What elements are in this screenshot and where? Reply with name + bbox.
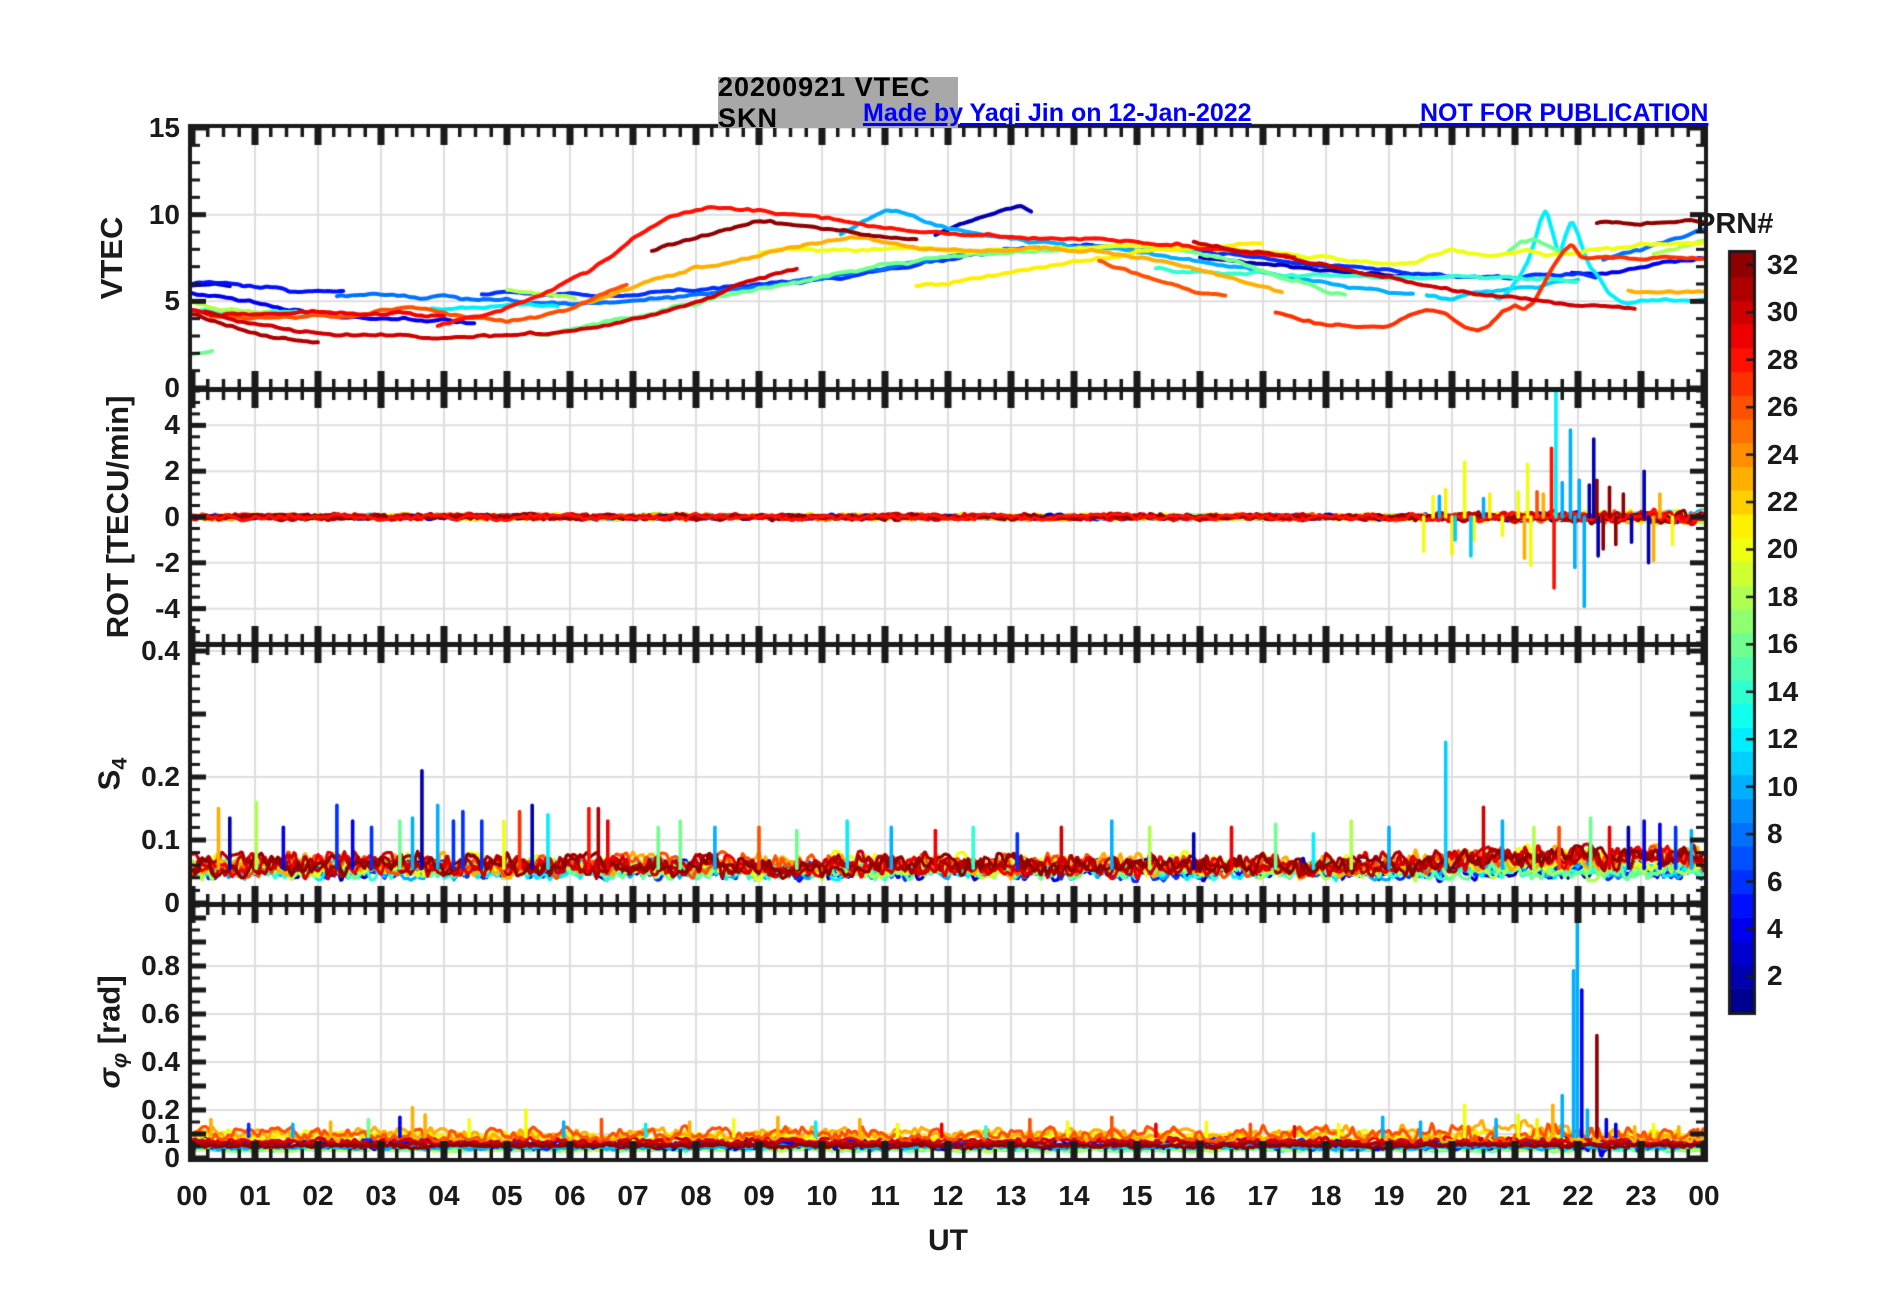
colorbar-tick-label: 4 [1767, 912, 1783, 944]
y-tick-label-vtec: 0 [164, 372, 180, 403]
x-tick-label: 05 [491, 1180, 523, 1211]
x-tick-label: 22 [1562, 1180, 1594, 1211]
not-for-publication-note: NOT FOR PUBLICATION [1420, 99, 1709, 127]
y-tick-label-rot: 4 [164, 409, 180, 441]
y-tick-label-sigma_phi: 0.4 [141, 1046, 180, 1077]
colorbar-tick-label: 30 [1767, 296, 1799, 328]
x-tick-label: 11 [870, 1180, 900, 1211]
x-tick-label: 23 [1625, 1180, 1657, 1211]
x-tick-label: 01 [239, 1180, 271, 1211]
colorbar-tick-label: 14 [1767, 675, 1799, 707]
x-tick-label: 08 [680, 1180, 712, 1211]
colorbar-tick-label: 24 [1767, 438, 1799, 470]
y-tick-label-vtec: 10 [148, 198, 180, 230]
y-tick-label-rot: 2 [164, 455, 180, 487]
made-by-note: Made by Yaqi Jin on 12-Jan-2022 [863, 99, 1252, 127]
colorbar-tick-label: 20 [1767, 533, 1799, 565]
y-tick-label-sigma_phi: 0.6 [141, 998, 180, 1029]
colorbar-tick-label: 8 [1767, 818, 1783, 850]
x-tick-label: 09 [743, 1180, 775, 1211]
x-tick-label: 07 [617, 1180, 649, 1211]
y-tick-label-sigma_phi: 0 [164, 1142, 180, 1173]
x-tick-label: 17 [1247, 1180, 1279, 1211]
x-tick-label: 19 [1373, 1180, 1405, 1211]
x-tick-label: 15 [1121, 1180, 1153, 1211]
y-tick-label-s4: 0.4 [141, 635, 180, 667]
y-tick-label-vtec: 15 [148, 112, 180, 143]
y-tick-label-vtec: 5 [164, 285, 180, 317]
x-tick-label: 00 [1688, 1180, 1720, 1211]
colorbar-tick-label: 22 [1767, 486, 1799, 518]
x-tick-label: 03 [365, 1180, 397, 1211]
x-tick-label: 18 [1310, 1180, 1342, 1211]
x-tick-label: 21 [1499, 1180, 1531, 1211]
x-tick-label: 04 [428, 1180, 460, 1211]
y-tick-label-s4: 0.2 [141, 761, 180, 793]
x-tick-label: 02 [302, 1180, 334, 1211]
x-tick-label: 16 [1184, 1180, 1216, 1211]
y-tick-label-rot: -4 [155, 592, 180, 624]
y-tick-label-sigma_phi: 0.1 [141, 1118, 180, 1149]
colorbar-tick-label: 26 [1767, 391, 1799, 423]
colorbar-tick-label: 32 [1767, 248, 1799, 280]
x-tick-label: 00 [176, 1180, 208, 1211]
y-tick-label-sigma_phi: 0.8 [141, 950, 180, 981]
x-tick-label: 14 [1058, 1180, 1090, 1211]
y-tick-label-s4: 0 [164, 887, 180, 918]
x-tick-label: 06 [554, 1180, 586, 1211]
x-tick-label: 13 [995, 1180, 1027, 1211]
chart-title: 20200921 VTEC SKN [718, 71, 931, 133]
colorbar-tick-label: 28 [1767, 343, 1799, 375]
colorbar-tick-label: 12 [1767, 723, 1799, 755]
colorbar-tick-label: 10 [1767, 770, 1799, 802]
y-tick-label-sigma_phi: 0.2 [141, 1094, 180, 1125]
colorbar-tick-label: 2 [1767, 960, 1783, 992]
x-axis-title: UT [928, 1224, 968, 1257]
colorbar-tick-label: 6 [1767, 865, 1783, 897]
chart-title-box: 20200921 VTEC SKN [718, 72, 958, 133]
y-tick-label-rot: 0 [164, 501, 180, 532]
y-tick-label-rot: -2 [155, 546, 180, 578]
colorbar-title: PRN# [1696, 208, 1774, 240]
y-tick-label-s4: 0.1 [141, 824, 180, 855]
colorbar-tick-label: 16 [1767, 628, 1799, 660]
x-tick-label: 20 [1436, 1180, 1468, 1211]
colorbar-tick-label: 18 [1767, 580, 1799, 612]
x-tick-label: 10 [806, 1180, 838, 1211]
x-tick-label: 12 [932, 1180, 964, 1211]
